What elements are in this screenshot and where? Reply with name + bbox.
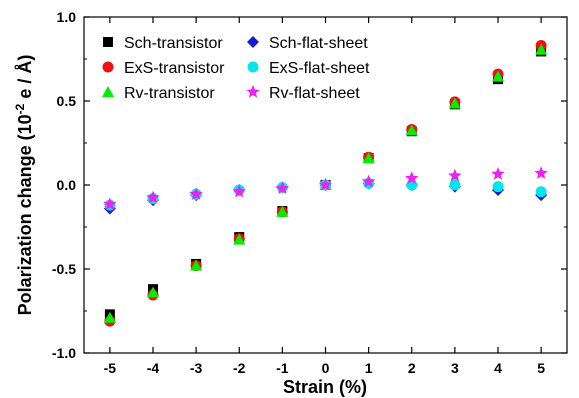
data-point bbox=[103, 311, 116, 323]
y-tick-label: 1.0 bbox=[57, 9, 77, 25]
legend-label: Rv-flat-sheet bbox=[269, 85, 360, 102]
data-point bbox=[405, 171, 419, 184]
legend-marker bbox=[102, 61, 114, 73]
y-tick-label: -0.5 bbox=[52, 261, 76, 277]
data-point bbox=[405, 124, 418, 136]
data-point bbox=[492, 181, 504, 193]
y-axis-label-unit: e / Å) bbox=[15, 55, 35, 104]
y-axis-label-main: Polarization change (10 bbox=[15, 114, 35, 315]
legend-label: ExS-flat-sheet bbox=[269, 60, 370, 77]
x-tick-label: 5 bbox=[537, 360, 545, 376]
x-tick-label: 3 bbox=[451, 360, 459, 376]
data-point bbox=[492, 70, 504, 82]
data-point bbox=[361, 174, 376, 188]
legend-marker bbox=[247, 36, 259, 48]
data-point bbox=[103, 197, 117, 210]
x-tick-label: 2 bbox=[408, 360, 416, 376]
data-point bbox=[449, 179, 461, 191]
data-point bbox=[318, 178, 333, 191]
data-point bbox=[362, 152, 375, 164]
y-axis-label: Polarization change (10-2 e / Å) bbox=[13, 55, 35, 316]
y-axis-label-superscript: -2 bbox=[13, 103, 27, 114]
legend-label: Sch-flat-sheet bbox=[269, 35, 368, 52]
x-tick-label: 1 bbox=[365, 360, 373, 376]
x-tick-label: -1 bbox=[276, 360, 289, 376]
data-point bbox=[233, 233, 246, 245]
data-point bbox=[535, 186, 547, 198]
data-point bbox=[448, 97, 461, 109]
data-point bbox=[190, 259, 203, 271]
data-point bbox=[275, 181, 290, 195]
data-point bbox=[232, 184, 246, 198]
legend: Sch-transistor ExS-transistor Rv-transisto… bbox=[102, 35, 370, 102]
data-point bbox=[491, 167, 505, 180]
x-tick-label: -2 bbox=[233, 360, 246, 376]
legend-marker bbox=[246, 85, 260, 98]
data-point bbox=[534, 166, 548, 179]
legend-marker bbox=[102, 86, 114, 97]
series-group bbox=[103, 166, 548, 210]
data-marks bbox=[103, 40, 548, 327]
legend-marker bbox=[103, 37, 113, 47]
y-tick-label: 0.5 bbox=[57, 93, 77, 109]
data-point bbox=[448, 168, 462, 182]
legend-label: Rv-transistor bbox=[124, 85, 215, 102]
x-tick-label: -3 bbox=[190, 360, 203, 376]
data-point bbox=[276, 205, 289, 217]
legend-label: ExS-transistor bbox=[124, 60, 225, 77]
x-tick-label: 0 bbox=[322, 360, 330, 376]
legend-marker bbox=[247, 61, 259, 73]
data-point bbox=[147, 286, 159, 298]
y-tick-label: 0.0 bbox=[57, 177, 77, 193]
y-tick-label: -1.0 bbox=[52, 345, 76, 361]
legend-label: Sch-transistor bbox=[124, 35, 223, 52]
data-point bbox=[535, 43, 548, 55]
x-tick-label: -4 bbox=[147, 360, 160, 376]
x-tick-label: -5 bbox=[104, 360, 117, 376]
data-point bbox=[189, 187, 203, 200]
x-tick-label: 4 bbox=[494, 360, 502, 376]
axis-ticks: -5 -4 -3 -2 -1 0 1 2 3 4 5 1.0 0.5 0.0 -0.5 -1.0 bbox=[52, 9, 567, 376]
x-axis-label: Strain (%) bbox=[283, 377, 367, 397]
data-point bbox=[146, 190, 160, 204]
